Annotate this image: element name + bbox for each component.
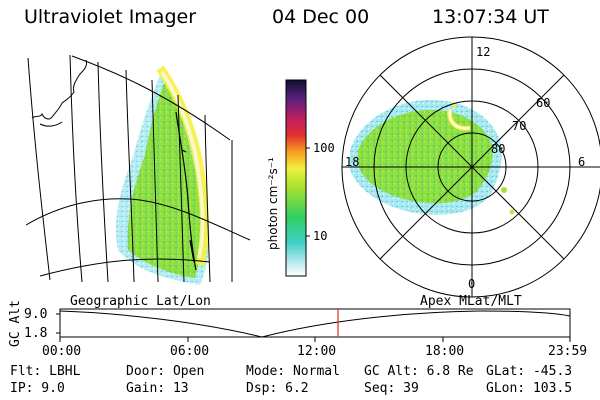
altitude-plot-frame [59,308,571,338]
color-bar [285,79,307,277]
cbar-label-100: 100 [313,141,335,155]
mlat-label-70: 70 [512,119,527,133]
filter-value: Flt: LBHL [10,364,81,379]
mlat-label-60: 60 [536,96,551,110]
time-label: 13:07:34 UT [432,6,549,28]
mlt-label-6: 6 [578,155,586,169]
glat-value: GLat: -45.3 [486,364,573,379]
mlt-label-12: 12 [476,45,491,59]
cbar-unit-label: photon cm⁻²s⁻¹ [266,157,280,250]
altitude-xtick-1800: 18:00 [425,344,465,359]
gain-value: Gain: 13 [126,381,189,396]
mlt-label-18: 18 [345,155,360,169]
altitude-xtick-2359: 23:59 [548,344,588,359]
instrument-title: Ultraviolet Imager [24,6,197,28]
projection-label-right: Apex MLat/MLT [420,294,522,309]
altitude-ytick-1-8: 1.8 [24,326,48,341]
dsp-value: Dsp: 6.2 [246,381,309,396]
ip-value: IP: 9.0 [10,381,65,396]
coastline-north [31,59,87,127]
coastline-arc [175,111,197,271]
altitude-xtick-0000: 00:00 [42,344,82,359]
seq-value: Seq: 39 [364,381,419,396]
mlat-label-80: 80 [491,142,506,156]
mlt-label-0: 0 [468,277,476,291]
gc-alt-value: GC Alt: 6.8 Re [364,364,474,379]
polar-plot [341,36,600,298]
date-label: 04 Dec 00 [272,6,370,28]
altitude-curve [59,310,571,338]
altitude-plot [56,308,571,342]
cbar-label-10: 10 [313,229,328,243]
geographic-map [25,54,251,285]
altitude-xtick-0600: 06:00 [170,344,210,359]
projection-label-left: Geographic Lat/Lon [70,294,211,309]
aurora-main-region [127,80,202,278]
mode-value: Mode: Normal [246,364,340,379]
door-status: Door: Open [126,364,205,379]
aurora-arc-core [160,71,205,259]
altitude-ylabel: GC Alt [7,300,23,347]
altitude-xtick-1200: 12:00 [297,344,337,359]
glon-value: GLon: 103.5 [486,381,573,396]
altitude-ytick-9: 9.0 [24,307,48,322]
